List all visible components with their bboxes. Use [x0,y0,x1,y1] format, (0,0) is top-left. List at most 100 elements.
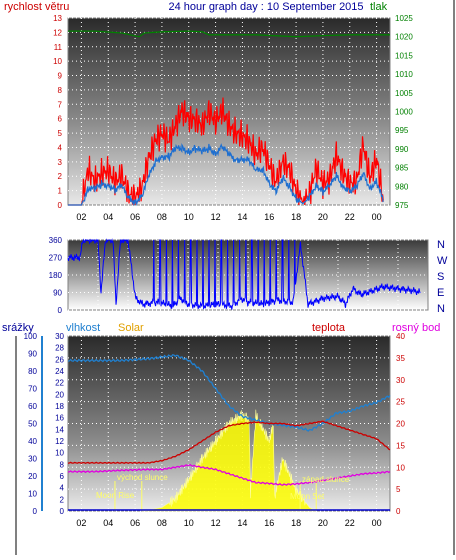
wind-gust-line [68,97,384,206]
wind-hour-label: 20 [318,212,328,222]
weather-hour-label: 08 [157,518,167,528]
humidity-tick-label: 8 [60,460,65,469]
wind-speed-label: rychlost větru [4,1,69,13]
wind-direction-line [67,238,421,310]
wind-hour-label: 02 [76,212,86,222]
rain-tick-label: 10 [28,490,37,499]
weather-hour-label: 22 [345,518,355,528]
pressure-tick-label: 1020 [395,33,413,42]
pressure-tick-label: 995 [395,126,409,135]
weather-marks [67,354,391,512]
rain-tick-label: 20 [28,472,37,481]
solar-area [141,409,317,512]
weather-hour-label: 20 [318,518,328,528]
pressure-line [68,30,390,38]
wind-axes: 0123456789101112139759809859909951000100… [53,14,413,222]
weather-hour-label: 14 [237,518,247,528]
pressure-tick-label: 1010 [395,70,413,79]
temperature-axis-label: teplota [312,322,346,334]
humidity-tick-label: 20 [55,390,64,399]
temperature-tick-label: 5 [396,485,401,494]
humidity-tick-label: 12 [55,437,64,446]
wind-hour-label: 14 [237,212,247,222]
pressure-tick-label: 1000 [395,108,413,117]
humidity-tick-label: 2 [60,495,65,504]
wind-tick-label: 6 [58,115,63,124]
wind-hour-label: 00 [372,212,382,222]
wind-tick-label: 7 [58,100,63,109]
temperature-tick-label: 0 [396,507,401,516]
wind-tick-label: 5 [58,129,63,138]
temperature-tick-label: 20 [396,420,405,429]
wind-hour-label: 10 [184,212,194,222]
temperature-tick-label: 10 [396,463,405,472]
humidity-line [67,354,391,432]
temperature-tick-label: 35 [396,354,405,363]
wind-tick-label: 12 [53,28,62,37]
weather-hour-label: 04 [103,518,113,528]
humidity-tick-label: 16 [55,414,64,423]
temperature-line [67,420,391,465]
pressure-tick-label: 975 [395,201,409,210]
wind-tick-label: 1 [58,187,63,196]
weather-hour-label: 02 [76,518,86,528]
pressure-tick-label: 1015 [395,51,413,60]
rain-tick-label: 50 [28,420,37,429]
pressure-tick-label: 980 [395,182,409,191]
rain-axis-label: srážky [2,322,34,334]
pressure-label: tlak [370,1,388,13]
rain-tick-label: 0 [33,507,38,516]
rain-tick-label: 60 [28,402,37,411]
temperature-tick-label: 40 [396,332,405,341]
rain-tick-label: 40 [28,437,37,446]
direction-marks [67,238,421,310]
weather-axes: Moon Rise východ slunce západ slunce Moon S… [24,332,406,528]
wind-tick-label: 9 [58,72,63,81]
humidity-tick-label: 26 [55,355,64,364]
compass-label: S [437,271,444,283]
temperature-tick-label: 25 [396,398,405,407]
humidity-tick-label: 6 [60,472,65,481]
compass-label: E [437,287,444,299]
weather-hour-label: 06 [130,518,140,528]
wind-hour-label: 18 [291,212,301,222]
rain-tick-label: 80 [28,367,37,376]
chart-title: 24 hour graph day : 10 September 2015 [168,1,363,13]
compass-label: N [437,239,445,251]
humidity-tick-label: 22 [55,379,64,388]
wind-tick-label: 8 [58,86,63,95]
compass-label: W [437,255,448,267]
wind-grid [68,17,390,206]
weather-hour-label: 00 [372,518,382,528]
event-label: Moon Set [290,492,325,501]
weather-hour-label: 18 [291,518,301,528]
wind-tick-label: 0 [58,201,63,210]
humidity-tick-label: 4 [60,484,65,493]
humidity-axis-label: vlhkost [66,322,100,334]
direction-tick-label: 270 [49,254,63,263]
wind-hour-label: 22 [345,212,355,222]
temperature-tick-label: 15 [396,441,405,450]
pressure-tick-label: 985 [395,164,409,173]
rain-tick-label: 90 [28,350,37,359]
humidity-tick-label: 28 [55,344,64,353]
direction-tick-label: 90 [53,289,62,298]
rain-tick-label: 70 [28,385,37,394]
wind-tick-label: 13 [53,14,62,23]
direction-tick-label: 0 [58,306,63,315]
weather-hour-label: 12 [211,518,221,528]
direction-tick-label: 360 [49,236,63,245]
wind-tick-label: 4 [58,143,63,152]
dewpoint-axis-label: rosný bod [392,322,440,334]
event-label: západ slunce [302,475,350,484]
humidity-tick-label: 24 [55,367,64,376]
event-label: východ slunce [117,473,168,482]
humidity-tick-label: 18 [55,402,64,411]
temperature-tick-label: 30 [396,376,405,385]
humidity-tick-label: 30 [55,332,64,341]
weather-hour-label: 16 [264,518,274,528]
wind-tick-label: 11 [54,43,63,52]
wind-hour-label: 06 [130,212,140,222]
